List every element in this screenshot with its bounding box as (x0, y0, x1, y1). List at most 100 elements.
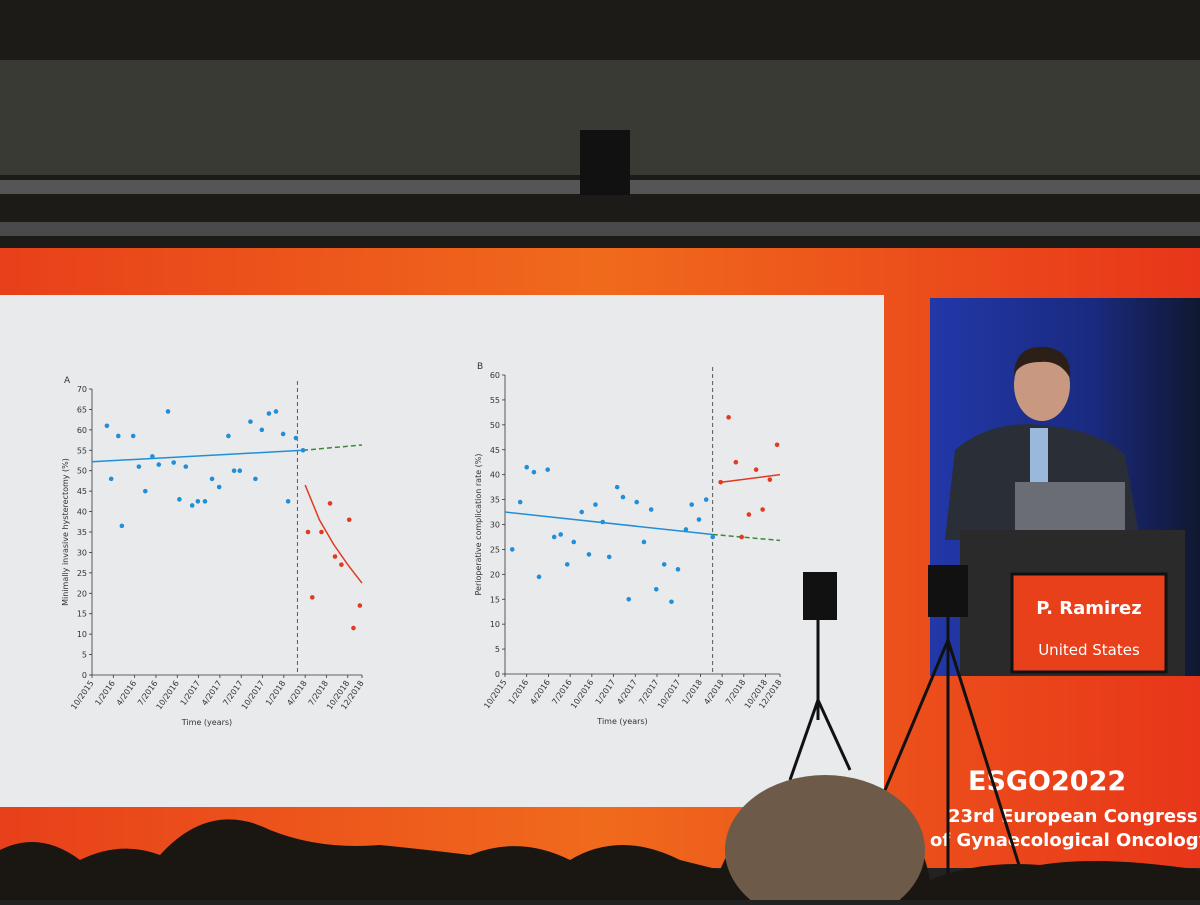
y-tick-label: 5 (495, 645, 500, 654)
truss (0, 222, 1200, 236)
slide (0, 295, 884, 807)
point (253, 476, 258, 482)
x-axis-title: Time (years) (181, 718, 232, 727)
camera (803, 572, 837, 620)
point (571, 539, 577, 545)
point (327, 501, 333, 506)
point (614, 484, 620, 490)
point (226, 433, 231, 439)
point (237, 468, 243, 474)
congress-line: of Gynaecological Oncology (930, 830, 1200, 851)
trend-line (302, 444, 363, 452)
y-tick-label: 20 (490, 570, 500, 579)
point (183, 464, 189, 469)
y-tick-label: 5 (82, 651, 87, 660)
y-tick-label: 70 (77, 385, 87, 394)
y-tick-label: 55 (490, 396, 500, 405)
point (710, 534, 715, 540)
point (626, 596, 632, 602)
speaker-name: P. Ramirez (1036, 598, 1142, 619)
point (733, 459, 739, 465)
trend-line (722, 473, 781, 483)
point (760, 507, 765, 512)
point (726, 415, 731, 420)
y-tick-label: 10 (490, 620, 500, 629)
y-tick-label: 60 (490, 371, 500, 380)
point (689, 502, 695, 507)
y-tick-label: 30 (77, 548, 87, 557)
y-tick-label: 65 (77, 405, 87, 414)
point (551, 534, 557, 540)
point (293, 435, 299, 441)
point (216, 484, 222, 490)
trend-line (712, 533, 781, 542)
point (273, 409, 279, 414)
point (739, 534, 744, 540)
y-tick-label: 50 (77, 467, 87, 476)
speaker-head (1014, 349, 1070, 421)
camera (928, 565, 968, 617)
laptop (1015, 482, 1125, 532)
point (524, 464, 530, 470)
y-tick-label: 10 (77, 630, 87, 639)
point (564, 562, 570, 567)
point (675, 567, 681, 572)
point (346, 517, 352, 523)
point (119, 523, 125, 529)
point (774, 442, 780, 448)
y-tick-label: 20 (77, 589, 87, 598)
speaker-country: United States (1038, 641, 1140, 659)
point (300, 447, 306, 453)
y-axis-title: Perioperative complication rate (%) (474, 453, 483, 595)
point (558, 532, 564, 537)
point (653, 586, 659, 592)
point (231, 468, 237, 474)
point (305, 529, 311, 535)
speaker-shirt (1030, 428, 1048, 488)
point (165, 409, 171, 414)
point (104, 423, 110, 429)
point (209, 476, 215, 482)
trend-line (91, 449, 304, 463)
point (189, 503, 195, 508)
point (115, 433, 121, 439)
y-tick-label: 40 (77, 508, 87, 517)
y-axis-title: Minimally invasive hysterectomy (%) (61, 458, 70, 606)
point (319, 529, 324, 535)
point (683, 527, 689, 532)
speaker-box (580, 130, 630, 195)
tripod (788, 610, 1032, 901)
point (309, 595, 315, 600)
panel-label: A (64, 376, 71, 386)
point (517, 499, 523, 505)
point (509, 547, 515, 552)
speaker-hair (1014, 346, 1071, 378)
point (545, 467, 550, 472)
y-tick-label: 55 (77, 446, 87, 455)
point (648, 507, 654, 512)
point (266, 411, 272, 416)
point (620, 494, 626, 500)
y-tick-label: 30 (490, 521, 500, 530)
point (661, 562, 667, 567)
point (579, 509, 585, 515)
y-tick-label: 15 (490, 595, 500, 604)
point (753, 467, 759, 472)
x-axis-title: Time (years) (596, 717, 647, 726)
point (586, 552, 592, 557)
point (248, 419, 253, 424)
point (202, 499, 208, 504)
point (767, 477, 773, 482)
point (746, 512, 752, 517)
point (593, 502, 598, 507)
y-tick-label: 0 (495, 670, 500, 679)
y-tick-label: 45 (77, 487, 87, 496)
y-tick-label: 35 (77, 528, 87, 537)
point (171, 460, 177, 465)
point (156, 462, 162, 467)
y-tick-label: 60 (77, 426, 87, 435)
panel-label: B (477, 362, 483, 372)
point (108, 476, 114, 482)
y-tick-label: 40 (490, 471, 500, 480)
